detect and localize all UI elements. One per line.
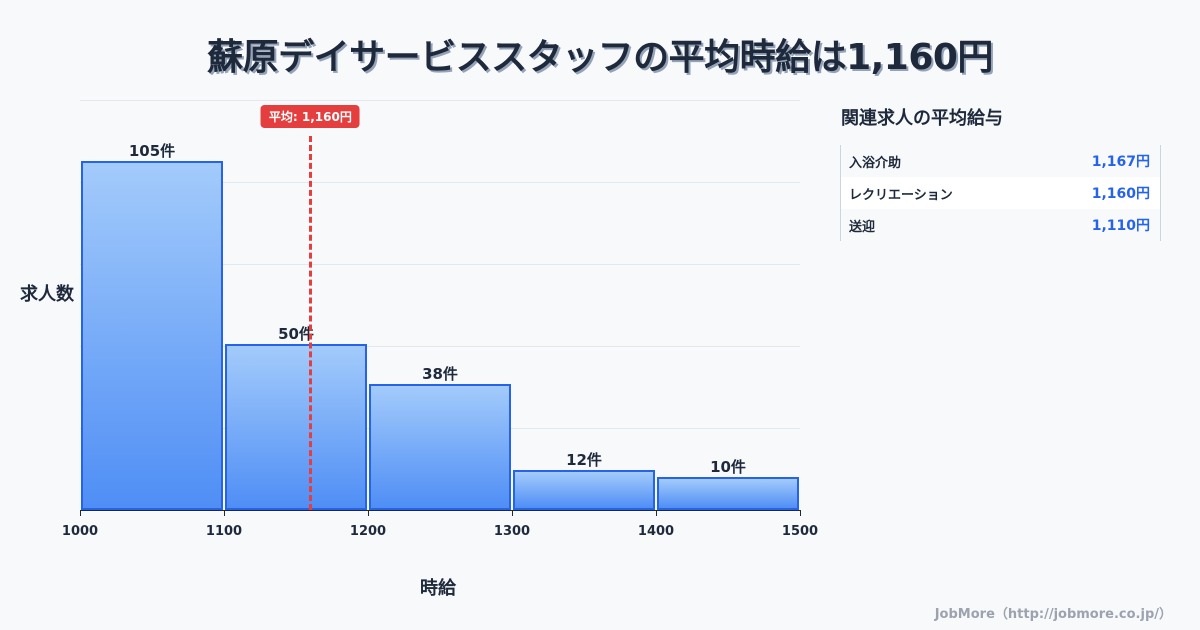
bar-count-label: 12件	[566, 451, 602, 470]
page-title: 蘇原デイサービススタッフの平均時給は1,160円	[207, 37, 993, 78]
related-job-salary: 1,110円	[1091, 218, 1150, 234]
gridline	[80, 346, 800, 347]
related-job-salary: 1,167円	[1091, 154, 1150, 170]
x-tick	[368, 510, 369, 516]
histogram-bar	[657, 476, 799, 510]
x-tick-label: 1000	[61, 524, 99, 539]
histogram-bar	[225, 344, 367, 510]
bar-count-label: 38件	[422, 364, 458, 383]
gridline	[80, 264, 800, 265]
gridline	[80, 182, 800, 183]
x-axis-line	[80, 510, 800, 511]
mean-badge: 平均: 1,160円	[260, 105, 360, 128]
x-tick-label: 1300	[493, 524, 531, 539]
histogram-bar	[81, 161, 223, 510]
related-job-name: 送迎	[849, 219, 876, 235]
x-tick-label: 1200	[349, 524, 387, 539]
histogram-bar	[513, 470, 655, 510]
histogram-plot: 105件 50件 38件 12件 10件 1000 1100 1200 1300 1400 150…	[62, 100, 818, 539]
related-salary-title: 関連求人の平均給与	[841, 108, 1003, 129]
related-salary-row: 送迎 1,110円	[841, 209, 1160, 241]
y-axis-label: 求人数	[20, 284, 74, 305]
bar-count-label: 105件	[128, 142, 176, 161]
bar-count-label: 50件	[278, 325, 314, 343]
bar-count-label: 10件	[710, 457, 746, 476]
related-salary-row: レクリエーション 1,160円	[841, 177, 1160, 209]
related-salary-list: 入浴介助 1,167円 レクリエーション 1,160円 送迎 1,110円	[840, 145, 1161, 241]
x-tick	[80, 510, 81, 516]
source-credit: JobMore（http://jobmore.co.jp/）	[934, 607, 1172, 622]
x-tick-label: 1400	[637, 524, 675, 539]
x-tick-label: 1100	[205, 524, 243, 539]
x-axis-label: 時給	[420, 578, 456, 599]
gridline	[80, 100, 800, 101]
histogram-bar	[369, 383, 511, 510]
x-tick-label: 1500	[781, 524, 819, 539]
related-salary-row: 入浴介助 1,167円	[841, 145, 1160, 177]
related-job-name: 入浴介助	[849, 155, 902, 171]
x-tick	[512, 510, 513, 516]
x-tick	[656, 510, 657, 516]
x-tick	[800, 510, 801, 516]
x-tick	[224, 510, 225, 516]
related-job-salary: 1,160円	[1091, 186, 1150, 202]
mean-line	[309, 136, 313, 510]
related-job-name: レクリエーション	[849, 187, 953, 203]
